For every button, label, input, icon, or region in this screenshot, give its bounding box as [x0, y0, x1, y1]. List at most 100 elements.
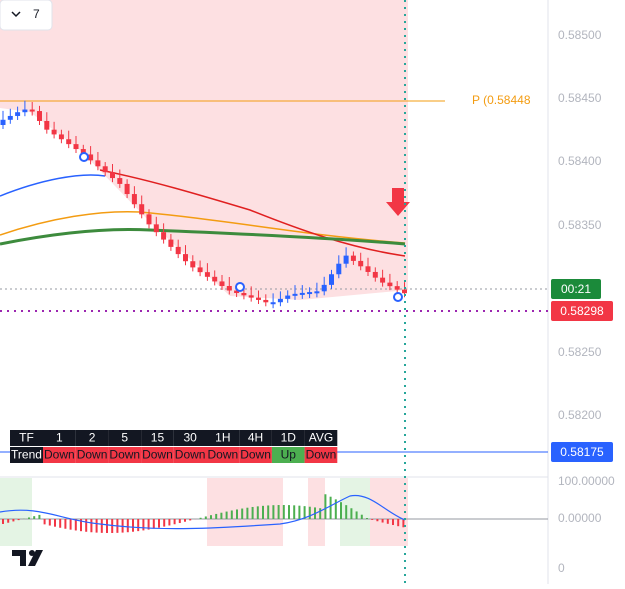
osc-bar — [272, 505, 274, 519]
candle — [103, 166, 108, 172]
candle — [139, 204, 144, 214]
osc-bar — [18, 519, 20, 520]
osc-bar — [262, 506, 264, 519]
candle — [110, 172, 115, 178]
candle — [168, 240, 173, 247]
osc-bar — [376, 519, 378, 521]
osc-bar — [132, 519, 134, 532]
osc-bar — [387, 519, 389, 524]
osc-bar — [309, 507, 311, 519]
signal-marker — [394, 293, 402, 301]
interval: 7 — [33, 7, 40, 21]
header-text: AVG — [309, 431, 333, 445]
header-text: 5 — [121, 431, 128, 445]
osc-bar — [54, 519, 56, 527]
trend-text: Down — [44, 448, 75, 462]
osc-bar — [127, 519, 129, 532]
osc-bar — [163, 519, 165, 527]
osc-bar — [59, 519, 61, 528]
osc-bar — [174, 519, 176, 524]
candle — [344, 256, 349, 264]
candle — [190, 261, 195, 267]
osc-bar — [64, 519, 66, 529]
osc-bar — [231, 510, 233, 519]
price-tick: 0.58500 — [558, 28, 602, 42]
candle — [351, 256, 356, 261]
signal-marker — [80, 153, 88, 161]
osc-bar — [33, 516, 35, 519]
candle — [15, 112, 20, 116]
pivot-label: P (0.58448 — [472, 93, 531, 107]
osc-bar — [288, 505, 290, 519]
candle — [125, 184, 130, 194]
osc-bar — [200, 518, 202, 519]
candle — [271, 302, 276, 304]
header-text: 4H — [248, 431, 263, 445]
osc-bar — [205, 516, 207, 519]
header-text: 1 — [56, 431, 63, 445]
candle — [205, 272, 210, 277]
osc-bar — [293, 505, 295, 519]
osc-bar — [189, 519, 191, 520]
osc-bar — [7, 519, 9, 523]
candle — [183, 254, 188, 261]
osc-bar — [44, 519, 46, 524]
countdown: 00:21 — [561, 282, 591, 296]
candle — [322, 285, 327, 291]
trend-text: Down — [208, 448, 239, 462]
osc-bar — [267, 505, 269, 519]
candle — [44, 121, 49, 130]
candle — [227, 286, 232, 291]
osc-bar — [179, 519, 181, 523]
bg-up — [0, 478, 32, 546]
candle — [22, 110, 27, 113]
candle — [132, 194, 137, 204]
header-text: 1H — [215, 431, 230, 445]
candle — [285, 296, 290, 299]
candle — [300, 293, 305, 295]
osc-bar — [106, 519, 108, 533]
header-text: TF — [19, 431, 34, 445]
candle — [1, 120, 6, 125]
candle — [241, 293, 246, 295]
trend-text: Down — [240, 448, 271, 462]
candle — [176, 247, 181, 254]
osc-tick: 0.00000 — [558, 511, 602, 525]
price-label: 0.58175 — [560, 445, 604, 459]
osc-bar — [241, 509, 243, 519]
candle — [336, 264, 341, 275]
candle — [212, 277, 217, 282]
osc-bar — [142, 519, 144, 530]
candle — [147, 214, 152, 224]
osc-bar — [153, 519, 155, 529]
osc-bar — [137, 519, 139, 531]
trend-text: Down — [175, 448, 206, 462]
candle — [256, 298, 261, 300]
osc-bar — [226, 512, 228, 519]
candle — [52, 130, 57, 135]
osc-bar — [324, 494, 326, 519]
osc-bar — [340, 502, 342, 519]
candle — [8, 116, 13, 120]
header-text: 1D — [281, 431, 297, 445]
candle — [66, 139, 71, 144]
osc-bar — [38, 515, 40, 519]
osc-bar — [49, 519, 51, 526]
candle — [366, 266, 371, 272]
osc-bar — [298, 506, 300, 519]
osc-bar — [168, 519, 170, 525]
osc-bar — [96, 519, 98, 533]
osc-bar — [350, 508, 352, 519]
osc-bar — [158, 519, 160, 528]
header-text: 30 — [183, 431, 197, 445]
candle — [74, 144, 79, 149]
osc-bar — [246, 508, 248, 519]
osc-bar — [397, 519, 399, 526]
candle — [59, 134, 64, 139]
interval-button[interactable] — [0, 0, 52, 30]
osc-bar — [70, 519, 72, 530]
candle — [387, 283, 392, 287]
osc-bar — [257, 506, 259, 519]
candle — [380, 278, 385, 283]
